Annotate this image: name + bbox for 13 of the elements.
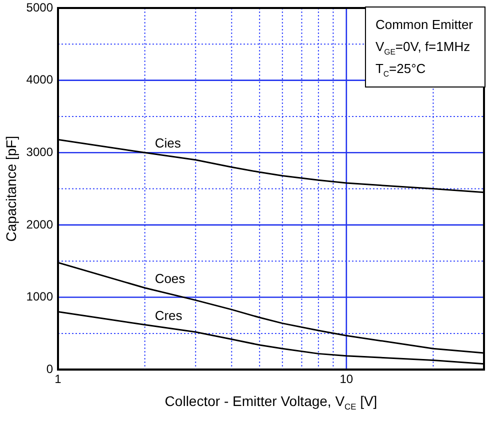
x-tick-label: 10 — [340, 372, 354, 386]
series-label: Coes — [154, 270, 186, 286]
y-tick-label: 1000 — [26, 290, 54, 304]
series-label: Cies — [154, 136, 182, 151]
y-tick-label: 3000 — [26, 144, 54, 159]
y-axis-title: Capacitance [pF] — [3, 136, 19, 242]
y-tick-label: 4000 — [26, 72, 54, 87]
x-tick-label: 1 — [54, 372, 62, 386]
y-tick-label: 2000 — [26, 217, 54, 232]
y-tick-label: 5000 — [26, 0, 54, 14]
series-label: Cres — [154, 308, 183, 323]
annotation: Common Emitter — [375, 17, 474, 32]
y-tick-label: 0 — [46, 362, 54, 376]
